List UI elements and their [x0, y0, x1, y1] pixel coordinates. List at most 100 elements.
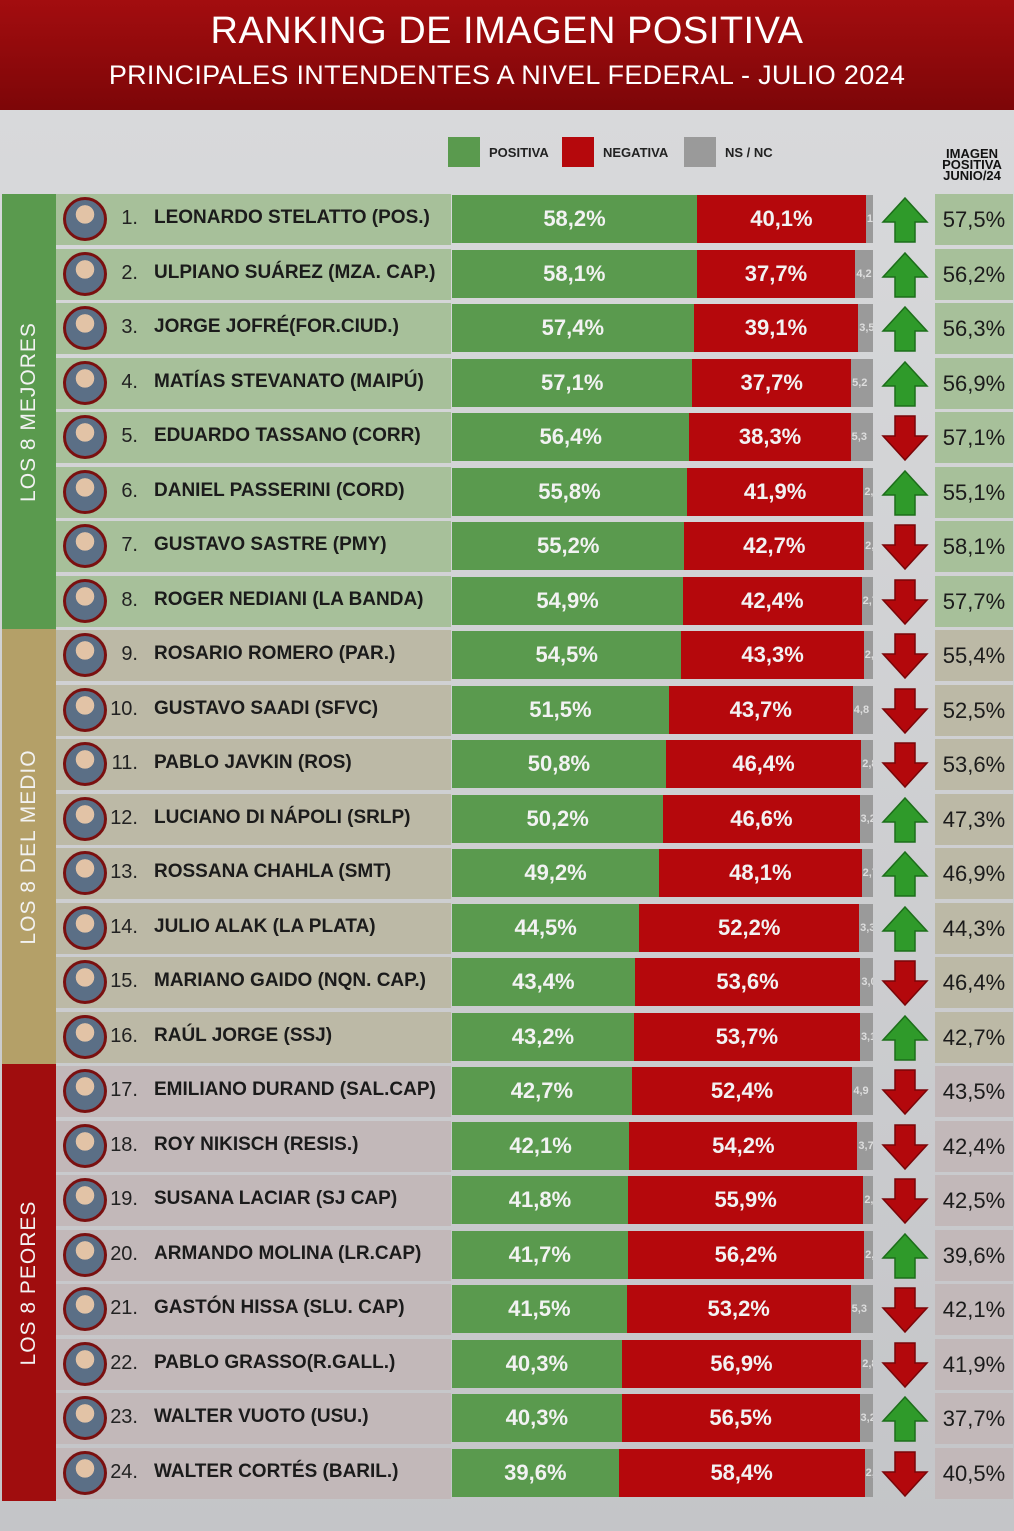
- bar-negativa: 39,1%: [693, 304, 859, 352]
- row-name: DANIEL PASSERINI (CORD): [154, 480, 405, 501]
- avatar: [63, 1342, 107, 1386]
- june-value: 57,1%: [935, 412, 1013, 463]
- june-value: 47,3%: [935, 794, 1013, 845]
- june-value: 55,4%: [935, 630, 1013, 681]
- bar-positiva: 41,8%: [452, 1176, 628, 1224]
- bar-nsnc: 2,8: [861, 1340, 873, 1388]
- bar-positiva: 42,7%: [452, 1067, 632, 1115]
- june-value: 53,6%: [935, 739, 1013, 790]
- legend-positiva: POSITIVA: [448, 137, 549, 167]
- bar-negativa: 58,4%: [618, 1449, 865, 1497]
- row-name: MARIANO GAIDO (NQN. CAP.): [154, 970, 426, 991]
- row-background: [56, 358, 451, 409]
- bar-positiva: 55,2%: [452, 522, 685, 570]
- arrow-down-icon: [881, 687, 929, 735]
- bar-positiva: 44,5%: [452, 904, 640, 952]
- avatar: [63, 1015, 107, 1059]
- row-name: JULIO ALAK (LA PLATA): [154, 916, 376, 937]
- row-name: GUSTAVO SASTRE (PMY): [154, 534, 387, 555]
- june-value: 42,5%: [935, 1175, 1013, 1226]
- row-name: ROSSANA CHAHLA (SMT): [154, 861, 392, 882]
- row-name: MATÍAS STEVANATO (MAIPÚ): [154, 371, 424, 392]
- bar-nsnc: 2,7: [861, 849, 873, 897]
- avatar: [63, 960, 107, 1004]
- bar-negativa: 42,4%: [683, 577, 862, 625]
- bar-nsnc: 5,3: [850, 1285, 873, 1333]
- arrow-down-icon: [881, 1177, 929, 1225]
- row-background: [56, 1393, 451, 1444]
- bar-positiva: 50,2%: [452, 795, 664, 843]
- june-value: 57,5%: [935, 194, 1013, 245]
- group-label-peores: LOS 8 PEORES: [17, 1200, 40, 1365]
- bar-nsnc: 1,7: [865, 195, 873, 243]
- group-label-medio: LOS 8 DEL MEDIO: [17, 748, 40, 945]
- bar-positiva: 42,1%: [452, 1122, 630, 1170]
- june-value: 39,6%: [935, 1230, 1013, 1281]
- bar-nsnc: 2,0: [864, 1449, 873, 1497]
- avatar: [63, 1451, 107, 1495]
- bar-negativa: 52,4%: [631, 1067, 853, 1115]
- june-value: 56,3%: [935, 303, 1013, 354]
- row-background: [56, 1012, 451, 1063]
- avatar: [63, 470, 107, 514]
- bar-nsnc: 4,2: [855, 250, 873, 298]
- arrow-down-icon: [881, 414, 929, 462]
- row-name: JORGE JOFRÉ(FOR.CIUD.): [154, 316, 399, 337]
- avatar: [63, 1178, 107, 1222]
- arrow-down-icon: [881, 578, 929, 626]
- june-header-line-3: JUNIO/24: [943, 168, 1001, 183]
- bar-positiva: 50,8%: [452, 740, 666, 788]
- row-rank: 1.: [121, 207, 138, 229]
- row-name: ROY NIKISCH (RESIS.): [154, 1134, 359, 1155]
- june-value: 42,7%: [935, 1012, 1013, 1063]
- bar-negativa: 43,7%: [668, 686, 853, 734]
- avatar: [63, 742, 107, 786]
- bar-negativa: 48,1%: [659, 849, 862, 897]
- avatar: [63, 306, 107, 350]
- avatar: [63, 1287, 107, 1331]
- arrow-down-icon: [881, 523, 929, 571]
- bar-positiva: 40,3%: [452, 1394, 622, 1442]
- bar-negativa: 56,9%: [621, 1340, 862, 1388]
- avatar: [63, 688, 107, 732]
- row-rank: 2.: [121, 262, 138, 284]
- row-rank: 14.: [110, 916, 138, 938]
- june-value: 52,5%: [935, 685, 1013, 736]
- chart-subtitle: PRINCIPALES INTENDENTES A NIVEL FEDERAL …: [108, 60, 906, 90]
- row-rank: 23.: [110, 1406, 138, 1428]
- bar-nsnc: 3,2: [859, 1394, 873, 1442]
- bar-nsnc: 3,7: [857, 1122, 873, 1170]
- bar-positiva: 56,4%: [452, 413, 690, 461]
- row-rank: 8.: [121, 589, 138, 611]
- row-background: [56, 1230, 451, 1281]
- june-value: 56,9%: [935, 358, 1013, 409]
- row-rank: 9.: [121, 643, 138, 665]
- row-rank: 20.: [110, 1243, 138, 1265]
- row-rank: 13.: [110, 861, 138, 883]
- avatar: [63, 797, 107, 841]
- legend-label-negativa: NEGATIVA: [603, 144, 669, 160]
- arrow-up-icon: [881, 1395, 929, 1443]
- row-background: [56, 685, 451, 736]
- row-name: WALTER VUOTO (USU.): [154, 1406, 369, 1427]
- bar-nsnc: 3,5: [858, 304, 873, 352]
- june-value: 44,3%: [935, 903, 1013, 954]
- june-value: 46,4%: [935, 957, 1013, 1008]
- row-name: RAÚL JORGE (SSJ): [154, 1025, 333, 1046]
- legend-swatch-positiva: [448, 137, 480, 167]
- legend-nsnc: NS / NC: [684, 137, 773, 167]
- bar-positiva: 49,2%: [452, 849, 660, 897]
- row-background: [56, 1448, 451, 1499]
- row-rank: 17.: [110, 1079, 138, 1101]
- legend-negativa: NEGATIVA: [562, 137, 668, 167]
- row-background: [56, 521, 451, 572]
- bar-positiva: 40,3%: [452, 1340, 622, 1388]
- arrow-down-icon: [881, 1286, 929, 1334]
- row-rank: 7.: [121, 534, 138, 556]
- bar-nsnc: 4,8: [852, 686, 873, 734]
- bar-positiva: 57,1%: [452, 359, 693, 407]
- group-mejores: LOS 8 MEJORES: [2, 194, 56, 629]
- avatar: [63, 1233, 107, 1277]
- arrow-down-icon: [881, 632, 929, 680]
- row-rank: 22.: [110, 1352, 138, 1374]
